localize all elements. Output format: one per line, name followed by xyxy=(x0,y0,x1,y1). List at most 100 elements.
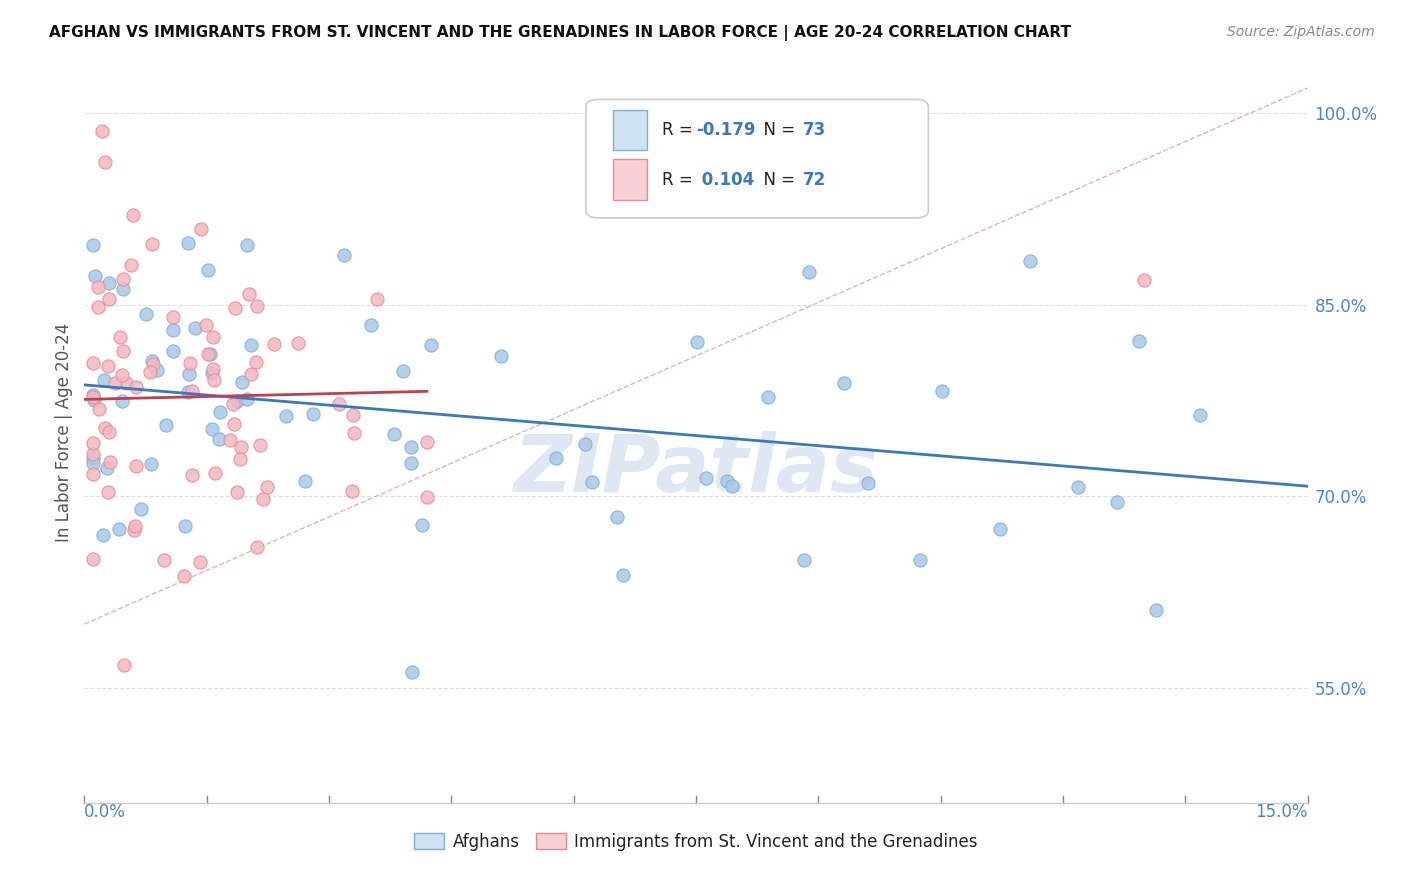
Point xyxy=(226,485,249,500)
Point xyxy=(236,392,259,406)
Point xyxy=(910,553,932,567)
Point xyxy=(612,567,634,582)
Point xyxy=(333,248,356,262)
Point xyxy=(416,435,439,450)
Point xyxy=(420,338,443,352)
Point xyxy=(82,390,104,404)
Point xyxy=(162,310,184,324)
Point xyxy=(202,373,225,387)
Point xyxy=(82,447,104,461)
Point xyxy=(231,376,253,390)
Point xyxy=(202,330,225,344)
Point xyxy=(274,409,297,423)
Point xyxy=(82,237,104,252)
Point xyxy=(124,519,146,533)
Point xyxy=(1144,603,1167,617)
Point xyxy=(201,366,224,380)
Point xyxy=(988,522,1011,536)
Point xyxy=(177,236,200,251)
Point xyxy=(180,384,202,398)
Point xyxy=(135,307,157,321)
Point xyxy=(249,438,271,452)
Point xyxy=(82,388,104,402)
Point xyxy=(224,301,246,315)
Point xyxy=(246,299,269,313)
Point xyxy=(391,364,413,378)
Point xyxy=(202,362,225,376)
Point xyxy=(194,318,217,332)
Point xyxy=(120,258,142,272)
Point xyxy=(366,292,388,306)
Point xyxy=(716,475,738,489)
Text: N =: N = xyxy=(754,170,801,189)
Point xyxy=(84,269,107,284)
Point xyxy=(1128,334,1150,349)
Point xyxy=(208,432,231,446)
Point xyxy=(797,265,820,279)
Point xyxy=(91,528,114,542)
Point xyxy=(222,397,245,411)
Text: 73: 73 xyxy=(803,121,825,139)
Point xyxy=(177,367,200,381)
Text: N =: N = xyxy=(754,121,801,139)
Point xyxy=(122,523,145,537)
Point xyxy=(342,408,364,422)
Point xyxy=(384,426,406,441)
Point xyxy=(86,280,108,294)
Point xyxy=(574,436,596,450)
Point xyxy=(97,485,120,500)
Point xyxy=(162,323,184,337)
Point xyxy=(82,435,104,450)
Point xyxy=(179,356,201,370)
Point xyxy=(411,518,433,533)
Point xyxy=(219,433,242,447)
Text: R =: R = xyxy=(662,170,697,189)
Point xyxy=(240,338,263,352)
Point xyxy=(82,356,104,370)
Point xyxy=(173,569,195,583)
Point xyxy=(181,467,204,482)
Point xyxy=(204,466,226,480)
Point xyxy=(125,459,148,474)
Point xyxy=(263,337,285,351)
Point xyxy=(236,237,259,252)
Point xyxy=(489,349,512,363)
Point xyxy=(931,384,953,398)
Point xyxy=(197,262,219,277)
Text: R =: R = xyxy=(662,121,697,139)
Point xyxy=(98,425,121,439)
Point xyxy=(832,376,855,390)
Point xyxy=(399,456,422,470)
Point xyxy=(1133,273,1156,287)
Point xyxy=(224,417,246,431)
Text: Source: ZipAtlas.com: Source: ZipAtlas.com xyxy=(1227,25,1375,39)
Point xyxy=(82,552,104,566)
Point xyxy=(188,555,211,569)
Point xyxy=(246,541,269,555)
Point xyxy=(153,553,176,567)
Point xyxy=(141,237,163,252)
Point xyxy=(856,475,879,490)
Point xyxy=(97,359,120,373)
Point xyxy=(139,365,162,379)
Point xyxy=(343,426,366,441)
Point xyxy=(1067,480,1090,494)
Legend: Afghans, Immigrants from St. Vincent and the Grenadines: Afghans, Immigrants from St. Vincent and… xyxy=(408,826,984,857)
Point xyxy=(141,354,163,368)
FancyBboxPatch shape xyxy=(613,110,647,151)
Text: ZIPatlas: ZIPatlas xyxy=(513,431,879,508)
Y-axis label: In Labor Force | Age 20-24: In Labor Force | Age 20-24 xyxy=(55,323,73,542)
Point xyxy=(401,665,423,680)
Point xyxy=(208,405,231,419)
Point xyxy=(142,357,165,371)
Point xyxy=(229,441,252,455)
Point xyxy=(197,347,219,361)
Point xyxy=(104,376,127,390)
Point xyxy=(1105,495,1128,509)
Point xyxy=(82,451,104,466)
Point xyxy=(108,522,131,536)
Point xyxy=(91,124,114,138)
Point xyxy=(238,287,260,301)
FancyBboxPatch shape xyxy=(586,99,928,218)
Point xyxy=(112,657,135,672)
